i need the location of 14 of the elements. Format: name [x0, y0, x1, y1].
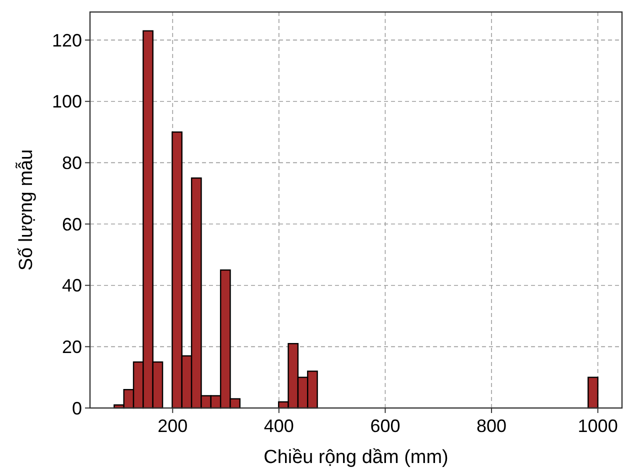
x-tick-label: 1000	[578, 416, 618, 436]
y-axis-title: Số lượng mẫu	[15, 149, 37, 271]
x-tick-label: 600	[370, 416, 400, 436]
x-tick-label: 400	[264, 416, 294, 436]
y-tick-label: 40	[62, 276, 82, 296]
y-tick-label: 120	[52, 30, 82, 50]
y-tick-label: 0	[72, 398, 82, 418]
x-axis-title: Chiều rộng dầm (mm)	[264, 447, 448, 468]
y-tick-label: 100	[52, 92, 82, 112]
x-tick-label: 200	[158, 416, 188, 436]
x-tick-label: 800	[476, 416, 507, 436]
y-tick-label: 20	[62, 336, 82, 357]
y-tick-label: 60	[62, 214, 82, 234]
y-tick-label: 80	[62, 153, 82, 174]
